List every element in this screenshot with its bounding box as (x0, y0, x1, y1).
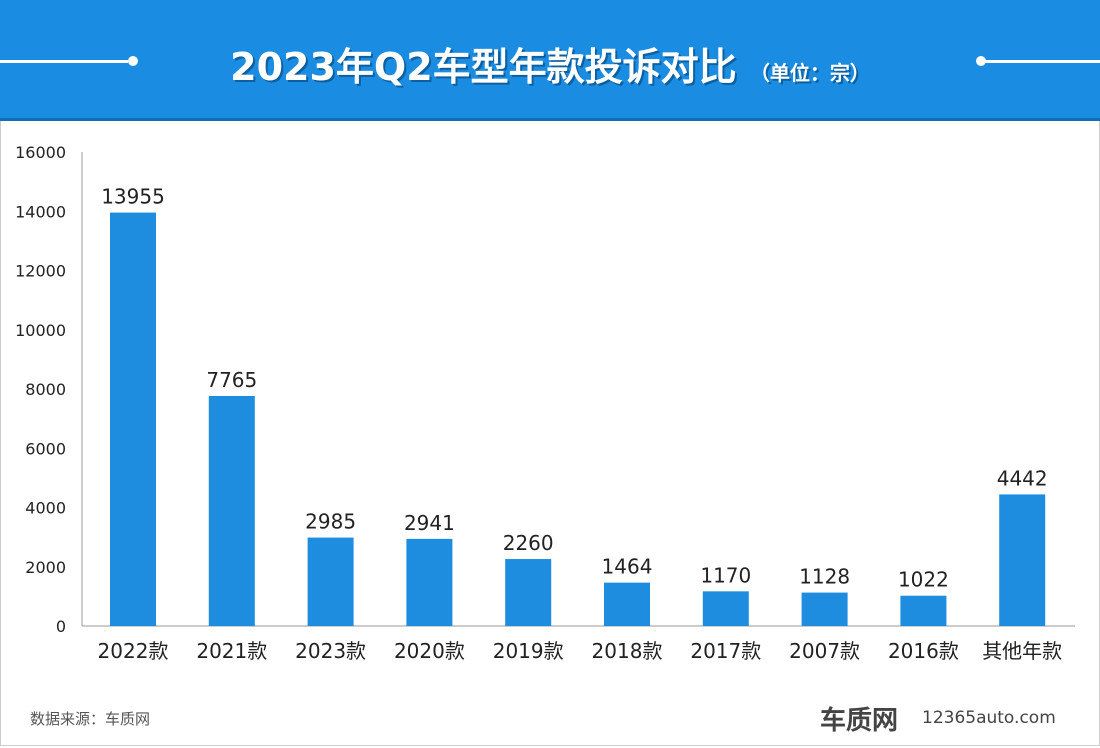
unit-label: （单位：宗） (749, 61, 870, 85)
data-label: 2941 (404, 511, 455, 535)
x-tick-label: 2016款 (888, 639, 959, 663)
decor-dot-left (128, 56, 138, 66)
y-tick-label: 0 (56, 617, 66, 636)
title-banner: 2023年Q2车型年款投诉对比 （单位：宗） (0, 0, 1100, 121)
y-tick-label: 12000 (15, 262, 66, 281)
bar (604, 582, 650, 626)
x-tick-label: 2017款 (690, 639, 761, 663)
bar (110, 212, 156, 626)
data-label: 4442 (997, 466, 1048, 490)
data-label: 1464 (602, 555, 653, 579)
data-label: 1022 (898, 568, 949, 592)
y-tick-label: 4000 (25, 499, 66, 518)
bar (801, 592, 848, 626)
x-tick-label: 其他年款 (982, 639, 1062, 663)
x-tick-label: 2023款 (295, 639, 366, 663)
bar (900, 595, 947, 626)
decor-line-left (0, 60, 128, 63)
y-tick-label: 8000 (25, 380, 66, 399)
title-text: 2023年Q2车型年款投诉对比 (230, 45, 737, 89)
decor-line-right (984, 60, 1100, 63)
x-tick-label: 2019款 (493, 639, 564, 663)
x-tick-label: 2020款 (394, 639, 465, 663)
logo: 车质网 (820, 706, 899, 736)
bar (999, 494, 1046, 626)
y-tick-label: 6000 (25, 439, 66, 458)
y-tick-label: 14000 (15, 202, 66, 221)
bar (307, 537, 354, 626)
bar (208, 395, 255, 626)
data-label: 13955 (101, 185, 165, 209)
chart-title: 2023年Q2车型年款投诉对比 （单位：宗） (0, 36, 1100, 91)
x-tick-label: 2007款 (789, 639, 860, 663)
data-label: 2260 (503, 531, 554, 555)
x-tick-label: 2021款 (196, 639, 267, 663)
decor-dot-right (976, 56, 986, 66)
data-label: 7765 (206, 368, 257, 392)
data-label: 2985 (305, 510, 356, 534)
data-source: 数据来源：车质网 (30, 710, 151, 728)
y-tick-label: 10000 (15, 321, 66, 340)
bar-chart: 0 2000 4000 6000 8000 10000 12000 14000 16000 139… (15, 143, 1075, 663)
x-tick-label: 2022款 (98, 639, 169, 663)
data-label: 1128 (799, 565, 850, 589)
y-tick-label: 2000 (25, 558, 66, 577)
bar (406, 538, 453, 626)
y-tick-label: 16000 (15, 143, 66, 162)
bar (702, 591, 749, 626)
bar (505, 559, 552, 626)
x-tick-label: 2018款 (592, 639, 663, 663)
site-url: 12365auto.com (922, 708, 1056, 728)
data-label: 1170 (700, 563, 751, 587)
